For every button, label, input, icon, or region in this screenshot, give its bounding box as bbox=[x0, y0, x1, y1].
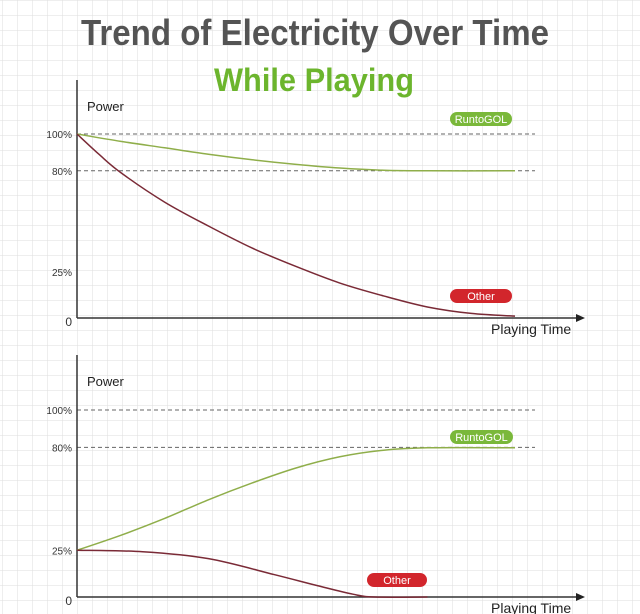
y-tick-label: 80% bbox=[52, 167, 72, 178]
series-line-other bbox=[76, 549, 428, 598]
legend-label-runtogol: RuntoGOL bbox=[455, 432, 508, 444]
x-axis-arrow-icon bbox=[576, 593, 585, 601]
y-axis-label: Power bbox=[87, 374, 125, 389]
x-axis-label: Playing Time bbox=[491, 600, 571, 614]
legend-label-runtogol: RuntoGOL bbox=[455, 114, 508, 126]
chart-panel-1: 100% 80% 25% 0 Power Playing Time RuntoGOL Othe… bbox=[46, 80, 585, 337]
legend-badge-other bbox=[367, 573, 427, 587]
y-tick-label: 25% bbox=[52, 546, 72, 557]
y-tick-label: 100% bbox=[46, 406, 72, 417]
legend-label-other: Other bbox=[467, 291, 495, 303]
y-tick-label: 25% bbox=[52, 268, 72, 279]
legend-badge-runtogol bbox=[450, 112, 512, 126]
y-tick-label: 0 bbox=[65, 315, 72, 329]
legend-label-other: Other bbox=[383, 575, 411, 587]
chart-subtitle: While Playing bbox=[214, 62, 414, 98]
series-line-runtogol bbox=[76, 133, 516, 172]
chart-panel-2: 100% 80% 25% 0 Power Playing Time RuntoGOL Othe… bbox=[46, 355, 585, 614]
legend-badge-other bbox=[450, 289, 512, 303]
series-line-other bbox=[76, 133, 516, 317]
y-tick-label: 100% bbox=[46, 130, 72, 141]
series-line-runtogol bbox=[76, 446, 516, 551]
y-tick-label: 0 bbox=[65, 594, 72, 608]
legend-badge-runtogol bbox=[450, 430, 513, 444]
x-axis-arrow-icon bbox=[576, 314, 585, 322]
x-axis-label: Playing Time bbox=[491, 321, 571, 337]
y-axis-label: Power bbox=[87, 99, 125, 114]
chart-title: Trend of Electricity Over Time bbox=[81, 12, 549, 53]
y-tick-label: 80% bbox=[52, 443, 72, 454]
